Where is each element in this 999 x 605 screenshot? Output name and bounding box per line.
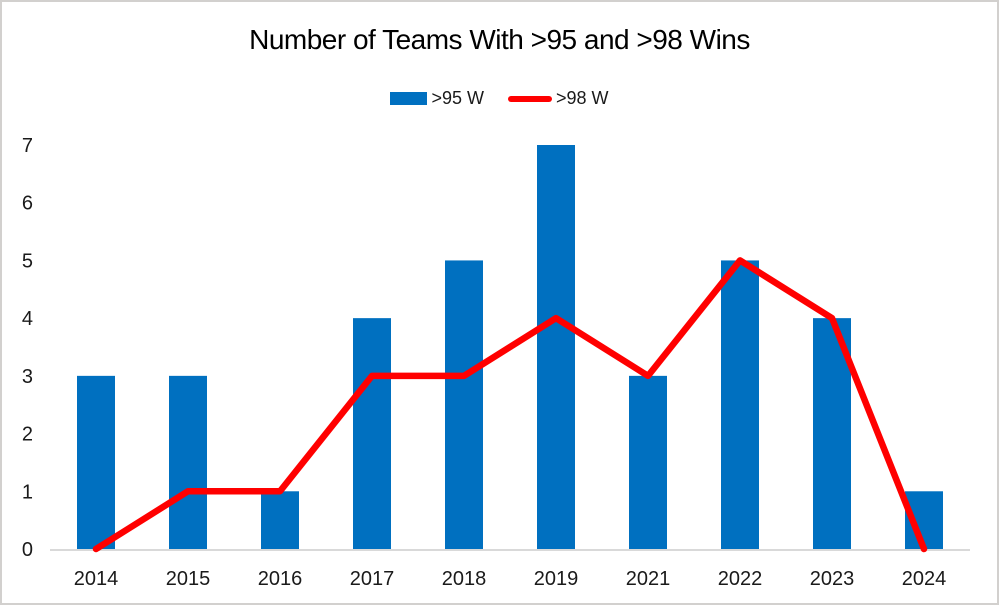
x-axis-tick-label: 2014 bbox=[74, 568, 119, 590]
y-axis-tick-label: 5 bbox=[22, 250, 33, 272]
bar-2017 bbox=[353, 318, 391, 549]
line-series-path bbox=[92, 257, 928, 553]
legend-label-line-series: >98 W bbox=[556, 88, 609, 108]
x-axis-tick-label: 2015 bbox=[166, 568, 211, 590]
bar-series-swatch-icon bbox=[390, 92, 428, 105]
x-axis-tick-label: 2023 bbox=[810, 568, 855, 590]
line-series-swatch-icon bbox=[508, 95, 552, 102]
y-axis-tick-label: 0 bbox=[22, 539, 33, 561]
bar-2015 bbox=[169, 375, 207, 549]
bar-2021 bbox=[629, 375, 667, 549]
bar-2019 bbox=[537, 145, 575, 549]
y-axis-tick-label: 1 bbox=[22, 481, 33, 503]
chart-title: Number of Teams With >95 and >98 Wins bbox=[249, 24, 750, 55]
y-axis-tick-label: 6 bbox=[22, 193, 33, 215]
bar-2018 bbox=[445, 260, 483, 549]
y-axis-tick-label: 2 bbox=[22, 424, 33, 446]
bar-2014 bbox=[77, 375, 115, 549]
x-axis-tick-label: 2017 bbox=[350, 568, 395, 590]
legend-item-line-series: >98 W bbox=[508, 88, 609, 109]
bar-2016 bbox=[261, 491, 299, 549]
legend-item-bar-series: >95 W bbox=[390, 88, 484, 109]
legend-label-bar-series: >95 W bbox=[431, 88, 484, 108]
x-axis-tick-label: 2021 bbox=[626, 568, 671, 590]
legend: >95 W >98 W bbox=[2, 88, 997, 109]
y-axis-tick-label: 7 bbox=[22, 135, 33, 157]
x-axis-tick-label: 2022 bbox=[718, 568, 763, 590]
x-axis-tick-label: 2018 bbox=[442, 568, 487, 590]
bar-2022 bbox=[721, 260, 759, 549]
x-axis-tick-label: 2016 bbox=[258, 568, 303, 590]
y-axis-tick-label: 4 bbox=[22, 308, 33, 330]
x-axis-tick-label: 2019 bbox=[534, 568, 579, 590]
x-axis-tick-label: 2024 bbox=[902, 568, 947, 590]
y-axis-tick-label: 3 bbox=[22, 366, 33, 388]
